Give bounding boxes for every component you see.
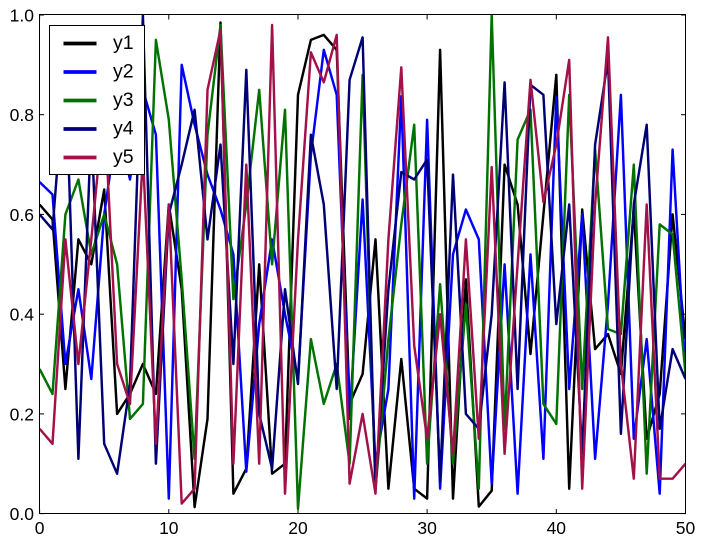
svg-text:30: 30 xyxy=(417,518,437,538)
svg-text:50: 50 xyxy=(676,518,696,538)
svg-text:0.0: 0.0 xyxy=(10,504,35,524)
svg-text:0.6: 0.6 xyxy=(10,205,34,225)
svg-text:y4: y4 xyxy=(113,118,134,140)
svg-text:y3: y3 xyxy=(113,89,134,111)
svg-text:1.0: 1.0 xyxy=(10,6,35,26)
svg-text:10: 10 xyxy=(159,518,179,538)
svg-text:0.4: 0.4 xyxy=(10,305,35,325)
svg-text:20: 20 xyxy=(288,518,308,538)
svg-text:y5: y5 xyxy=(113,146,134,168)
svg-text:y2: y2 xyxy=(113,61,134,83)
svg-text:0.2: 0.2 xyxy=(10,404,34,424)
svg-text:y1: y1 xyxy=(113,32,134,54)
svg-text:0.8: 0.8 xyxy=(10,105,34,125)
svg-text:0: 0 xyxy=(35,518,45,538)
svg-text:40: 40 xyxy=(547,518,567,538)
